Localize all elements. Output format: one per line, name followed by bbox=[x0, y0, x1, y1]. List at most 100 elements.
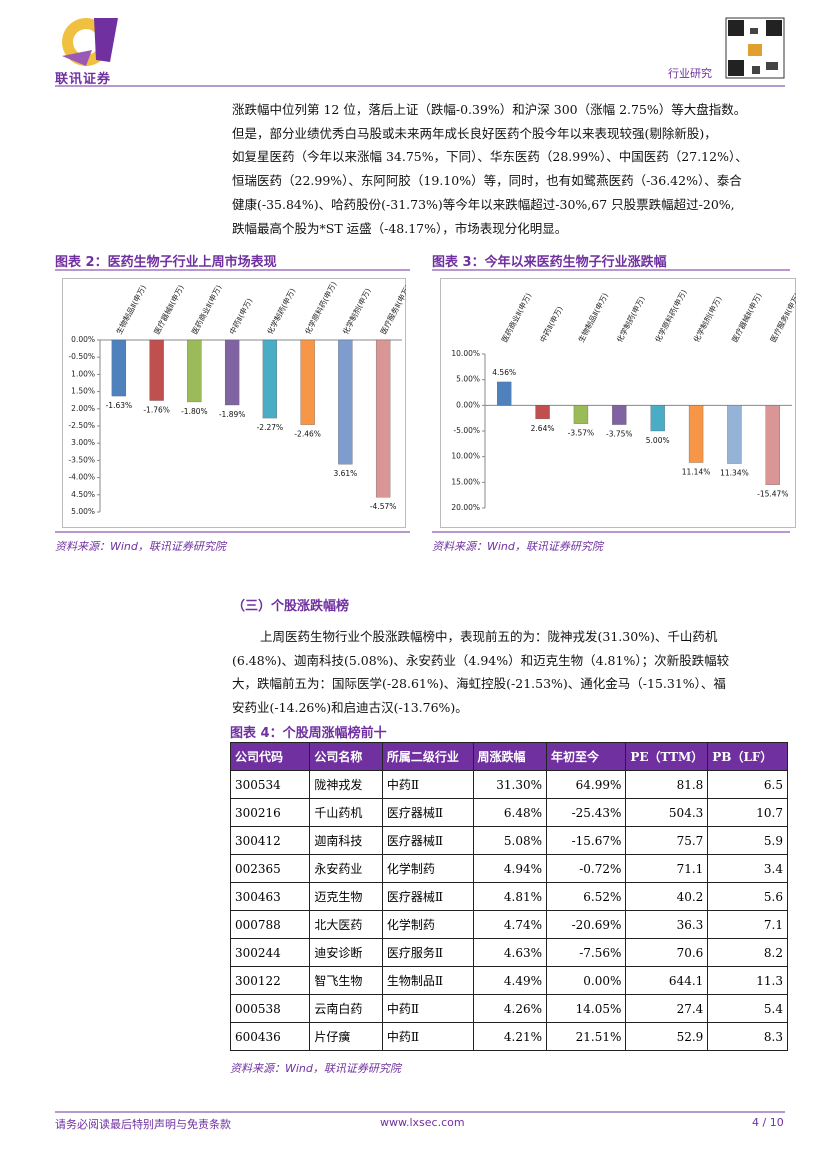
table-cell: 中药Ⅱ bbox=[381, 770, 474, 799]
value-label: -15.47% bbox=[757, 490, 788, 499]
table-row: 300122 智飞生物 生物制品Ⅱ 4.49% 0.00% 644.1 11.3 bbox=[229, 966, 788, 995]
y-tick-label: 1.00% bbox=[71, 369, 95, 378]
table-row: 600436 片仔癀 中药Ⅱ 4.21% 21.51% 52.9 8.3 bbox=[229, 1022, 788, 1051]
table-cell: 4.81% bbox=[472, 882, 548, 911]
y-tick-label: 3.00% bbox=[71, 438, 95, 447]
table-cell: 3.4 bbox=[707, 854, 788, 883]
y-tick-label: 15.00% bbox=[451, 477, 480, 486]
text-line: 但是，部分业绩优秀白马股或未来两年成长良好医药个股今年以来表现较强(剔除新股)， bbox=[232, 125, 717, 141]
qr-code bbox=[725, 17, 785, 79]
table-cell: -25.43% bbox=[546, 798, 627, 827]
table-cell: 化学制药 bbox=[381, 910, 474, 939]
table-cell: 片仔癀 bbox=[309, 1022, 383, 1051]
chart: 0.00% -0.50% 1.00% 1.50% 2.00% -2.50% 3.00% -3.… bbox=[62, 278, 406, 528]
header-cell: PE（TTM） bbox=[625, 742, 709, 771]
table-cell: 智飞生物 bbox=[309, 966, 383, 995]
table-cell: 40.2 bbox=[625, 882, 709, 911]
table-cell: 70.6 bbox=[625, 938, 709, 967]
table-cell: 永安药业 bbox=[309, 854, 383, 883]
table-cell: 14.05% bbox=[546, 994, 627, 1023]
bar bbox=[262, 339, 278, 419]
table-cell: 4.49% bbox=[472, 966, 548, 995]
table-cell: 云南白药 bbox=[309, 994, 383, 1023]
table-cell: 6.48% bbox=[472, 798, 548, 827]
value-label: 2.64% bbox=[531, 424, 555, 433]
table-cell: 8.3 bbox=[707, 1022, 788, 1051]
value-label: -1.80% bbox=[181, 407, 208, 416]
table-cell: 生物制品Ⅱ bbox=[381, 966, 474, 995]
table-cell: 5.4 bbox=[707, 994, 788, 1023]
table-cell: 21.51% bbox=[546, 1022, 627, 1051]
value-label: 11.34% bbox=[720, 469, 749, 478]
table-cell: 4.94% bbox=[472, 854, 548, 883]
table-cell: 300534 bbox=[229, 770, 311, 799]
value-label: -1.89% bbox=[219, 410, 246, 419]
y-tick-label: 20.00% bbox=[451, 503, 480, 512]
value-label: -1.63% bbox=[106, 401, 133, 410]
value-label: 11.14% bbox=[682, 468, 711, 477]
table-row: 002365 永安药业 化学制药 4.94% -0.72% 71.1 3.4 bbox=[229, 854, 788, 883]
value-label: -3.75% bbox=[606, 430, 633, 439]
table-cell: 600436 bbox=[229, 1022, 311, 1051]
table-row: 300412 迦南科技 医疗器械Ⅱ 5.08% -15.67% 75.7 5.9 bbox=[229, 826, 788, 855]
table-cell: 36.3 bbox=[625, 910, 709, 939]
chart: 10.00% 5.00% 0.00% -5.00% 10.00% 15.00% 20.00%… bbox=[440, 278, 796, 528]
header-cell: 年初至今 bbox=[546, 742, 627, 771]
table-cell: -20.69% bbox=[546, 910, 627, 939]
table-cell: 644.1 bbox=[625, 966, 709, 995]
table-cell: 4.74% bbox=[472, 910, 548, 939]
table-row: 300534 陇神戎发 中药Ⅱ 31.30% 64.99% 81.8 6.5 bbox=[229, 770, 788, 799]
table-row: 300244 迪安诊断 医疗服务Ⅱ 4.63% -7.56% 70.6 8.2 bbox=[229, 938, 788, 967]
text-line: 健康(-35.84%)、哈药股份(-31.73%)等今年以来跌幅超过-30%,6… bbox=[232, 196, 735, 212]
table-cell: 300463 bbox=[229, 882, 311, 911]
section-title: （三）个股涨跌幅榜 bbox=[232, 599, 350, 614]
table-title: 图表 4：个股周涨幅榜前十 bbox=[230, 726, 387, 741]
table-cell: 迪安诊断 bbox=[309, 938, 383, 967]
source: 资料来源：Wind，联讯证券研究院 bbox=[230, 1062, 401, 1075]
table-cell: 27.4 bbox=[625, 994, 709, 1023]
bar bbox=[535, 405, 550, 420]
y-tick-label: -2.50% bbox=[68, 421, 95, 430]
y-tick-label: 5.00% bbox=[456, 375, 480, 384]
table-cell: 4.26% bbox=[472, 994, 548, 1023]
table-cell: 医疗服务Ⅱ bbox=[381, 938, 474, 967]
table-cell: 4.63% bbox=[472, 938, 548, 967]
bar bbox=[224, 339, 240, 406]
bar bbox=[338, 339, 353, 465]
header-cell: 周涨跌幅 bbox=[472, 742, 548, 771]
chart-title: 图表 3：今年以来医药生物子行业涨跌幅 bbox=[432, 255, 667, 270]
chart-title: 图表 2：医药生物子行业上周市场表现 bbox=[55, 255, 277, 270]
table-cell: 中药Ⅱ bbox=[381, 994, 474, 1023]
value-label: -1.76% bbox=[143, 406, 170, 415]
table-cell: 北大医药 bbox=[309, 910, 383, 939]
value-label: -2.46% bbox=[294, 430, 321, 439]
table-cell: 中药Ⅱ bbox=[381, 1022, 474, 1051]
table-cell: 504.3 bbox=[625, 798, 709, 827]
table-cell: 5.6 bbox=[707, 882, 788, 911]
y-tick-label: 2.00% bbox=[71, 404, 95, 413]
y-tick-label: 1.50% bbox=[71, 387, 95, 396]
table-cell: 71.1 bbox=[625, 854, 709, 883]
text-line: 涨跌幅中位列第 12 位，落后上证（跌幅-0.39%）和沪深 300（涨幅 2.… bbox=[232, 102, 747, 117]
bar bbox=[612, 405, 627, 425]
source: 资料来源：Wind，联讯证券研究院 bbox=[432, 540, 603, 553]
table-cell: 31.30% bbox=[472, 770, 548, 799]
footer-page: 4 / 10 bbox=[752, 1116, 784, 1129]
table-cell: 0.00% bbox=[546, 966, 627, 995]
header-cell: 公司名称 bbox=[309, 742, 383, 771]
y-tick-label: -0.50% bbox=[68, 352, 95, 361]
bar bbox=[149, 339, 164, 401]
header-cell: 所属二级行业 bbox=[381, 742, 474, 771]
text-line: 大，跌幅前五为：国际医学(-28.61%)、海虹控股(-21.53%)、通化金马… bbox=[232, 676, 726, 691]
table-cell: 11.3 bbox=[707, 966, 788, 995]
table-cell: 6.5 bbox=[707, 770, 788, 799]
y-tick-label: 10.00% bbox=[451, 452, 480, 461]
bar bbox=[187, 339, 202, 403]
logo bbox=[62, 18, 118, 66]
source: 资料来源：Wind，联讯证券研究院 bbox=[55, 540, 226, 553]
y-tick-label: 10.00% bbox=[451, 349, 480, 358]
value-label: 5.00% bbox=[646, 436, 670, 445]
table-cell: 医疗器械Ⅱ bbox=[381, 826, 474, 855]
